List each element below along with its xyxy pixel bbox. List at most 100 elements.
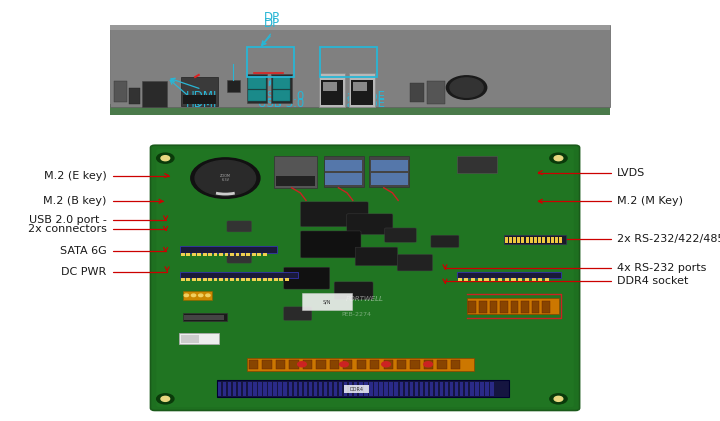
Bar [371,173,408,185]
Bar [246,278,251,281]
Bar [186,253,190,256]
Bar [184,313,227,321]
Bar [384,360,393,369]
Text: DC PWR: DC PWR [61,266,107,277]
Circle shape [161,396,170,401]
Text: USB 2.0 port -: USB 2.0 port - [29,215,107,225]
Text: USB 3.0: USB 3.0 [258,91,304,103]
Bar [435,382,438,396]
Text: ZOOM
6.3V: ZOOM 6.3V [220,174,231,182]
Bar [192,278,196,281]
FancyBboxPatch shape [227,221,251,232]
Bar [247,74,267,103]
Bar [219,278,223,281]
Bar [279,278,283,281]
Circle shape [206,294,210,297]
Circle shape [191,158,260,198]
Bar [551,237,554,242]
Bar [470,382,474,396]
Bar [184,314,224,320]
Bar [323,82,337,91]
Text: DP: DP [264,11,280,24]
Text: USB 3.0: USB 3.0 [258,97,304,110]
Bar [284,278,289,281]
Bar [410,382,413,396]
Bar [356,360,366,369]
Bar [257,278,261,281]
Bar [513,237,516,242]
Bar [498,278,502,281]
Bar [325,160,362,171]
Bar [208,278,212,281]
Circle shape [297,362,306,367]
FancyBboxPatch shape [347,214,393,234]
Bar [450,382,454,396]
Bar [400,382,403,396]
Bar [129,88,140,104]
Bar [276,176,315,186]
Bar [249,360,258,369]
Bar [490,382,494,396]
Bar [465,382,469,396]
Bar [530,237,533,242]
Bar [247,47,294,77]
Bar [343,360,352,369]
Bar [344,382,347,396]
Bar [410,83,424,102]
Circle shape [199,294,203,297]
Bar [330,360,339,369]
Bar [180,272,298,278]
Bar [219,253,223,256]
Bar [455,382,459,396]
Bar [485,382,489,396]
Bar [241,278,245,281]
Bar [364,382,368,396]
Bar [353,82,367,91]
Bar [334,382,337,396]
FancyBboxPatch shape [334,282,373,299]
FancyBboxPatch shape [397,254,433,271]
Bar [395,382,398,396]
Bar [427,81,445,104]
Bar [302,293,352,310]
Text: DDR4 socket: DDR4 socket [617,276,688,286]
Bar [425,382,428,396]
FancyBboxPatch shape [355,247,397,266]
Bar [410,360,420,369]
Bar [325,173,362,185]
Bar [184,291,212,300]
Bar [263,278,266,281]
Circle shape [340,362,348,367]
Bar [214,253,217,256]
Bar [246,253,251,256]
Bar [252,253,256,256]
Bar [203,253,207,256]
Bar [110,25,610,30]
Bar [339,382,342,396]
Bar [110,25,610,107]
Bar [238,382,241,396]
Text: SATA 6G: SATA 6G [60,246,107,256]
Bar [264,382,266,396]
FancyBboxPatch shape [300,202,368,226]
Bar [324,156,364,187]
Bar [531,301,539,313]
Bar [181,253,184,256]
Bar [186,278,190,281]
Bar [258,382,261,396]
Bar [114,81,127,102]
Circle shape [192,294,196,297]
Bar [539,278,542,281]
Bar [276,360,285,369]
Bar [517,237,520,242]
Text: DP: DP [264,17,280,30]
FancyBboxPatch shape [284,267,330,289]
Bar [248,77,266,89]
Bar [555,237,558,242]
FancyBboxPatch shape [284,307,312,320]
Bar [180,246,276,253]
Bar [319,382,322,396]
Text: 2x RS-232/422/485 ports: 2x RS-232/422/485 ports [617,234,720,244]
Bar [542,237,546,242]
FancyBboxPatch shape [156,149,574,407]
